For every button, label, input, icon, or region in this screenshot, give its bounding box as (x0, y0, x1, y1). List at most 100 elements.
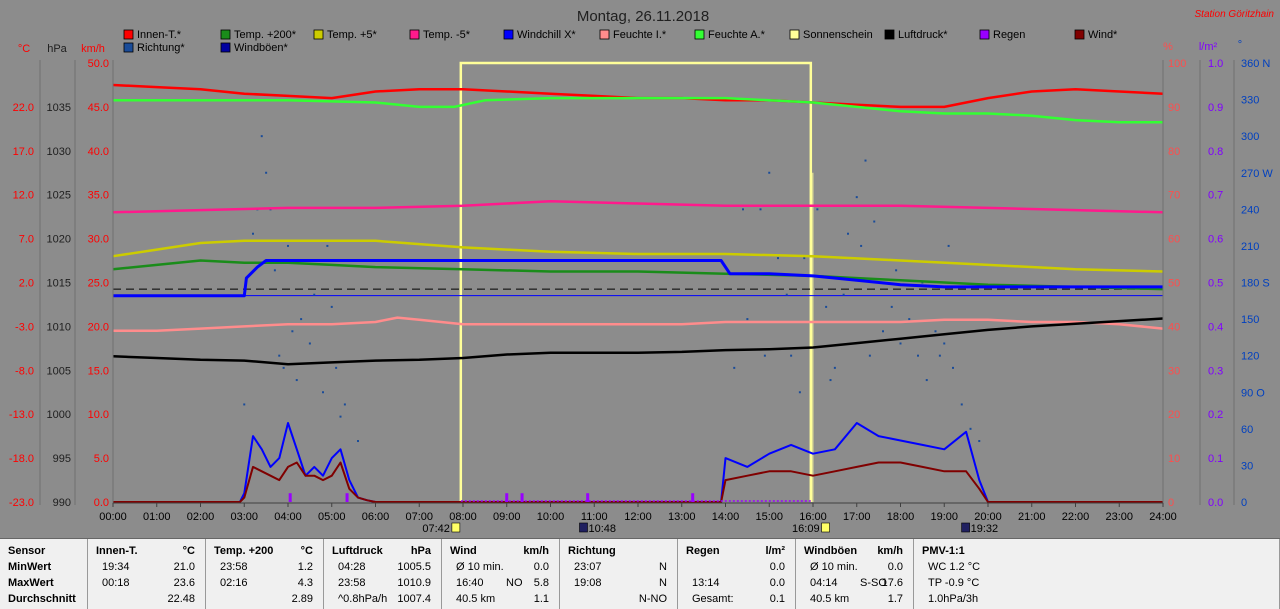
humidity-axis-label: 60 (1168, 234, 1180, 246)
legend-label: Temp. +5* (327, 29, 378, 41)
series-line (113, 259, 1163, 298)
stats-cell: 23.6 (173, 577, 195, 589)
legend-label: Wind* (1088, 29, 1118, 41)
rain-axis-label: 0.2 (1208, 409, 1223, 421)
stats-cell: 19:08 (574, 577, 602, 589)
direction-point (759, 208, 762, 211)
direction-point (243, 403, 246, 406)
stats-cell: 0.1 (769, 593, 785, 605)
temp-axis-label: -3.0 (15, 321, 34, 333)
stats-cell: 22.48 (167, 593, 195, 605)
direction-point (829, 379, 832, 382)
legend-label: Sonnenschein (803, 29, 873, 41)
direction-point (357, 440, 359, 443)
pressure-axis-label: 1010 (47, 321, 71, 333)
direction-point (322, 391, 324, 394)
stats-cell: 00:18 (102, 577, 130, 589)
stats-unit: km/h (523, 545, 549, 557)
direction-point (873, 220, 876, 223)
stats-column: Luftdruck hPa 04:28 1005.5 23:58 1010.9 ^0.8hP… (324, 539, 442, 609)
direction-point (252, 232, 254, 235)
humidity-axis-label: 40 (1168, 321, 1180, 333)
wind-axis-label: 35.0 (88, 190, 109, 202)
x-tick-label: 11:00 (581, 511, 608, 523)
stats-cell: 23:58 (338, 577, 366, 589)
wind-axis-label: 30.0 (88, 234, 109, 246)
series-line (113, 96, 1163, 124)
legend-label: Feuchte A.* (708, 29, 766, 41)
sun-event-label: 07:42 (422, 523, 450, 535)
stats-cell: MinWert (8, 561, 52, 573)
stats-cell: N (659, 561, 667, 573)
sun-event-label: 16:09 (792, 523, 820, 535)
direction-point (295, 379, 298, 382)
direction-point (842, 293, 845, 296)
x-tick-label: 18:00 (887, 511, 915, 523)
x-tick-label: 21:00 (1018, 511, 1046, 523)
direction-point (335, 366, 338, 369)
stats-unit: °C (182, 545, 195, 557)
direction-point (934, 330, 937, 333)
wind-axis-label: 25.0 (88, 278, 109, 290)
rain-mark (345, 493, 349, 502)
direction-point (855, 196, 858, 199)
direction-point (300, 318, 303, 321)
stats-column: Windböen km/h Ø 10 min. 0.0 04:14 S-SO 17.6 40.… (796, 539, 914, 609)
stats-cell: 40.5 km (810, 593, 850, 605)
direction-axis-label: 180 S (1241, 278, 1270, 290)
stats-title: Wind (450, 545, 477, 557)
x-tick-label: 13:00 (668, 511, 696, 523)
humidity-axis-label: 70 (1168, 190, 1180, 202)
wind-axis-label: 20.0 (88, 321, 109, 333)
stats-cell: 17.6 (881, 577, 903, 589)
stats-cell: 0.0 (533, 561, 549, 573)
legend-swatch (123, 29, 134, 40)
legend-swatch (979, 29, 990, 40)
stats-unit: km/h (877, 545, 903, 557)
stats-cell: TP -0.9 °C (928, 577, 980, 589)
direction-point (938, 354, 941, 357)
direction-axis-label: 270 W (1241, 168, 1273, 180)
temp-axis-label: 12.0 (13, 190, 34, 202)
wind-line (113, 461, 1163, 503)
rain-axis-label: 0.4 (1208, 321, 1223, 333)
direction-point (925, 379, 928, 382)
stats-cell: 1010.9 (397, 577, 431, 589)
temp-axis-label: -8.0 (15, 365, 34, 377)
stats-cell: Ø 10 min. (456, 561, 504, 573)
humidity-unit-label: % (1163, 41, 1173, 53)
stats-column: Wind km/h Ø 10 min. 0.0 16:40 NO 5.8 40.5 km 1.1 (442, 539, 560, 609)
rain-axis-label: 1.0 (1208, 58, 1223, 70)
direction-point (890, 305, 893, 308)
humidity-axis-label: 10 (1168, 453, 1180, 465)
direction-axis-label: 120 (1241, 351, 1259, 363)
stats-cell: N-NO (638, 593, 667, 605)
wind-axis-label: 10.0 (88, 409, 109, 421)
stats-cell: 1.0hPa/3h (928, 593, 979, 605)
pressure-axis-label: 1035 (47, 102, 71, 114)
direction-point (960, 403, 963, 406)
legend-label: Temp. -5* (423, 29, 471, 41)
x-tick-label: 14:00 (712, 511, 740, 523)
pressure-axis-label: 1015 (47, 278, 71, 290)
stats-cell: 23:07 (574, 561, 602, 573)
direction-axis-label: 150 (1241, 314, 1259, 326)
series-line (112, 317, 1164, 366)
rain-mark (691, 493, 695, 502)
direction-point (768, 171, 771, 174)
stats-unit: °C (300, 545, 313, 557)
x-tick-label: 10:00 (537, 511, 565, 523)
temp-axis-label: 22.0 (13, 102, 34, 114)
weather-chart: Montag, 26.11.2018 Station Göritzhain Inne… (9, 8, 1275, 535)
stats-cell: 23:58 (220, 561, 248, 573)
direction-point (899, 342, 902, 345)
rain-axis-label: 0.7 (1208, 190, 1223, 202)
direction-point (917, 354, 919, 357)
x-tick-label: 12:00 (624, 511, 652, 523)
direction-axis-label: 240 (1241, 204, 1259, 216)
x-tick-label: 03:00 (230, 511, 258, 523)
direction-point (882, 330, 884, 333)
x-tick-label: 23:00 (1105, 511, 1133, 523)
humidity-axis-label: 50 (1168, 278, 1180, 290)
legend-swatch (409, 29, 420, 40)
